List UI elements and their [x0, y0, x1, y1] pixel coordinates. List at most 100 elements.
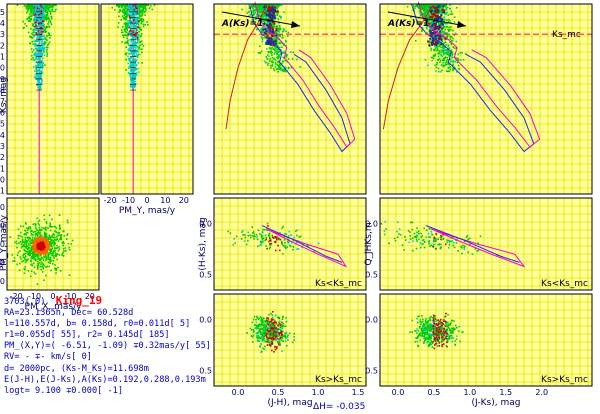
data-point — [268, 10, 271, 13]
data-point — [140, 32, 143, 35]
data-point — [37, 256, 40, 258]
data-point — [30, 242, 33, 244]
data-point — [131, 23, 134, 25]
data-point — [135, 53, 138, 55]
data-point — [43, 246, 46, 248]
data-point — [43, 236, 46, 239]
data-point — [273, 53, 276, 55]
data-point — [274, 51, 276, 53]
data-point — [27, 258, 30, 260]
data-point — [271, 20, 274, 23]
data-point — [430, 47, 432, 50]
data-point — [275, 4, 278, 7]
data-point — [35, 68, 37, 71]
tick-label: 20 — [179, 196, 189, 205]
data-point — [51, 218, 53, 221]
data-point — [31, 241, 34, 244]
data-point — [47, 242, 50, 245]
data-point — [36, 266, 39, 269]
data-point — [29, 11, 32, 13]
reddening-arrow — [221, 11, 301, 27]
data-point — [67, 242, 70, 245]
data-point — [440, 41, 442, 43]
data-point — [453, 16, 456, 18]
data-point — [31, 240, 34, 243]
data-point — [440, 53, 442, 56]
data-point — [456, 57, 458, 60]
data-point — [35, 229, 38, 231]
data-point — [41, 250, 44, 253]
data-point — [43, 238, 46, 240]
data-point — [34, 233, 37, 235]
data-point — [46, 14, 49, 17]
data-point — [55, 247, 58, 250]
data-point — [265, 8, 268, 10]
data-point — [40, 31, 43, 33]
data-point — [124, 13, 127, 16]
data-point — [448, 67, 450, 69]
data-point — [53, 247, 56, 249]
data-point — [41, 16, 44, 19]
data-point — [126, 41, 128, 44]
data-point — [29, 275, 32, 278]
data-point — [11, 254, 14, 256]
data-point — [252, 14, 254, 17]
data-point — [461, 51, 464, 54]
data-point — [133, 69, 136, 72]
data-point — [287, 58, 290, 60]
data-point — [133, 14, 135, 16]
data-point — [132, 9, 134, 11]
data-point — [43, 253, 46, 255]
data-point — [35, 8, 37, 11]
data-point — [29, 7, 31, 9]
data-point — [282, 60, 285, 63]
data-point — [36, 217, 38, 220]
data-point — [29, 42, 31, 45]
data-point — [50, 9, 53, 12]
data-point — [12, 260, 14, 262]
data-point — [130, 79, 132, 81]
data-point — [46, 5, 48, 8]
data-point — [248, 7, 251, 9]
data-point — [39, 236, 42, 239]
data-point — [130, 25, 132, 28]
data-point — [37, 249, 40, 252]
data-point — [256, 16, 258, 19]
data-point — [46, 11, 49, 14]
data-point — [49, 10, 52, 13]
data-point — [129, 76, 132, 78]
data-point — [41, 245, 43, 247]
data-point — [25, 241, 27, 244]
data-point — [137, 20, 140, 22]
data-point — [35, 53, 37, 56]
data-point — [269, 27, 272, 30]
data-point — [32, 24, 34, 27]
data-point — [275, 11, 278, 14]
data-point — [26, 251, 28, 253]
data-point — [23, 4, 26, 7]
data-point — [50, 236, 53, 239]
data-point — [442, 48, 444, 50]
data-point — [140, 17, 142, 20]
data-point — [38, 262, 41, 264]
data-point — [41, 40, 44, 42]
data-point — [429, 28, 431, 31]
data-point — [437, 43, 440, 45]
data-point — [273, 57, 276, 60]
data-point — [123, 11, 126, 13]
data-point — [40, 65, 43, 68]
data-point — [35, 58, 38, 61]
data-point — [25, 25, 28, 27]
data-point — [38, 71, 41, 74]
data-point — [142, 4, 145, 6]
data-point — [125, 16, 127, 18]
data-point — [36, 70, 38, 73]
data-point — [271, 60, 273, 63]
data-point — [43, 231, 46, 234]
data-point — [134, 36, 136, 38]
data-point — [426, 27, 428, 30]
data-point — [446, 6, 449, 9]
data-point — [133, 46, 136, 48]
data-point — [459, 52, 462, 54]
data-point — [27, 228, 30, 230]
